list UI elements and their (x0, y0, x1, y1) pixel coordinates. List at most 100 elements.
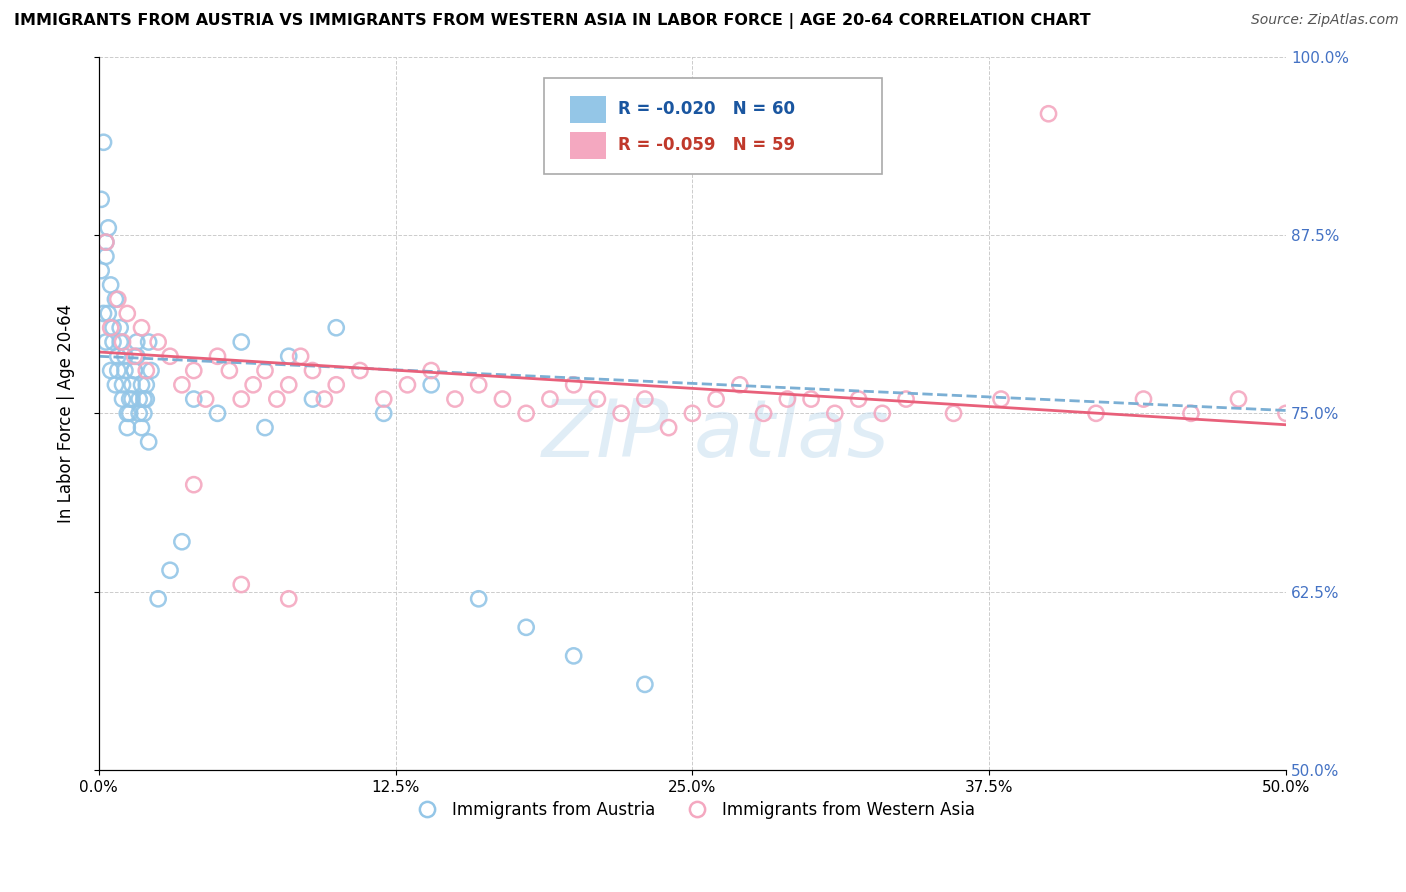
Point (101, 334, 124, 349)
Point (800, 392, 823, 406)
Point (90, 192, 112, 206)
Point (125, 349, 148, 363)
Point (170, 534, 193, 549)
Point (1180, 406, 1202, 420)
Point (183, 363, 205, 377)
Point (420, 363, 443, 377)
Text: Source: ZipAtlas.com: Source: ZipAtlas.com (1251, 13, 1399, 28)
Point (467, 377, 489, 392)
Point (1227, 392, 1250, 406)
Point (515, 406, 537, 420)
Text: IMMIGRANTS FROM AUSTRIA VS IMMIGRANTS FROM WESTERN ASIA IN LABOR FORCE | AGE 20-: IMMIGRANTS FROM AUSTRIA VS IMMIGRANTS FR… (14, 13, 1091, 29)
FancyBboxPatch shape (569, 132, 606, 159)
Point (121, 392, 143, 406)
FancyBboxPatch shape (569, 96, 606, 123)
Point (125, 334, 148, 349)
Point (97, 220, 120, 235)
Point (124, 363, 146, 377)
Point (131, 377, 153, 392)
Point (752, 406, 775, 420)
Point (231, 577, 253, 591)
Point (132, 392, 155, 406)
Point (159, 563, 181, 577)
Point (117, 420, 139, 434)
Point (100, 320, 122, 334)
Point (538, 392, 561, 406)
Point (146, 334, 169, 349)
Point (94, 235, 117, 249)
Point (114, 363, 136, 377)
Point (681, 406, 703, 420)
Point (135, 392, 157, 406)
Point (132, 406, 155, 420)
Point (586, 392, 609, 406)
Point (515, 620, 537, 634)
Point (93, 306, 115, 320)
Point (124, 349, 146, 363)
Point (420, 377, 443, 392)
Point (118, 392, 141, 406)
Point (848, 392, 870, 406)
Point (108, 334, 131, 349)
Y-axis label: In Labor Force | Age 20-64: In Labor Force | Age 20-64 (58, 304, 75, 523)
Point (776, 392, 799, 406)
Point (314, 392, 336, 406)
Point (231, 392, 253, 406)
Point (170, 377, 193, 392)
Point (444, 392, 467, 406)
Point (253, 363, 276, 377)
Point (872, 406, 894, 420)
Point (135, 377, 157, 392)
Point (100, 277, 122, 292)
Point (266, 392, 288, 406)
Point (146, 591, 169, 606)
Point (1085, 406, 1108, 420)
Point (183, 477, 205, 491)
Point (194, 392, 217, 406)
Point (942, 406, 965, 420)
Point (207, 349, 229, 363)
Point (277, 377, 299, 392)
Point (139, 363, 162, 377)
Point (396, 377, 419, 392)
Point (97, 306, 120, 320)
Point (325, 377, 347, 392)
Point (94, 334, 117, 349)
Point (107, 363, 129, 377)
Point (207, 406, 229, 420)
Point (114, 349, 136, 363)
Point (301, 392, 323, 406)
Legend: Immigrants from Austria, Immigrants from Western Asia: Immigrants from Austria, Immigrants from… (404, 795, 981, 826)
Point (290, 349, 312, 363)
Point (104, 377, 127, 392)
Point (277, 349, 299, 363)
Point (101, 320, 124, 334)
Point (824, 406, 846, 420)
Point (183, 392, 205, 406)
Point (373, 406, 395, 420)
Point (990, 392, 1012, 406)
Point (135, 363, 157, 377)
Point (1275, 406, 1298, 420)
Text: R = -0.020   N = 60: R = -0.020 N = 60 (617, 101, 794, 119)
Point (128, 392, 150, 406)
Point (118, 406, 141, 420)
Point (301, 363, 323, 377)
Point (894, 392, 917, 406)
Point (107, 292, 129, 306)
Point (253, 420, 276, 434)
FancyBboxPatch shape (544, 78, 883, 174)
Point (242, 377, 264, 392)
Point (111, 334, 134, 349)
Point (128, 406, 150, 420)
Point (728, 377, 751, 392)
Text: R = -0.059   N = 59: R = -0.059 N = 59 (617, 136, 794, 154)
Point (349, 363, 371, 377)
Point (138, 434, 160, 449)
Point (124, 363, 146, 377)
Point (131, 320, 153, 334)
Point (94, 235, 117, 249)
Point (93, 136, 115, 150)
Point (117, 406, 139, 420)
Point (562, 648, 585, 663)
